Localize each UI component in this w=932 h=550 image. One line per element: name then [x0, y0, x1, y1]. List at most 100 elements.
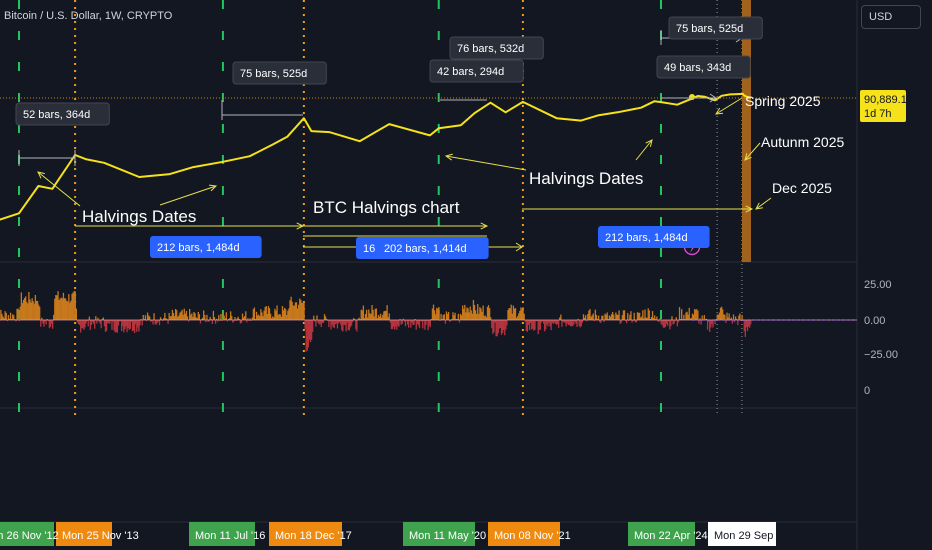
- oscillator-bar: [264, 306, 266, 320]
- oscillator-bar: [368, 309, 370, 320]
- oscillator-bar: [73, 290, 75, 320]
- oscillator-bar: [406, 320, 409, 325]
- oscillator-bar: [533, 320, 535, 331]
- oscillator-bar: [158, 320, 161, 326]
- oscillator-bar: [741, 314, 743, 320]
- oscillator-bar: [296, 308, 299, 320]
- oscillator-bar: [240, 320, 243, 324]
- oscillator-bar: [531, 320, 533, 330]
- time-axis-label-text: Mon 26 Nov '12: [0, 530, 59, 542]
- oscillator-bar: [144, 315, 147, 320]
- oscillator-bar: [48, 320, 51, 329]
- oscillator-bar: [485, 317, 488, 320]
- oscillator-bar: [508, 308, 510, 320]
- oscillator-bar: [3, 318, 5, 320]
- oscillator-bar: [127, 320, 129, 329]
- oscillator-bar: [681, 309, 683, 320]
- annotation-arrowhead: [37, 171, 45, 179]
- oscillator-bar: [601, 315, 603, 320]
- oscillator-bar: [494, 320, 496, 323]
- oscillator-bar: [217, 320, 219, 322]
- oscillator-bar: [472, 300, 475, 320]
- oscillator-tick-label: −25.00: [864, 349, 898, 361]
- time-axis-label: Mon 25 Nov '13: [56, 522, 139, 546]
- annotation-line: [744, 142, 761, 161]
- oscillator-bar: [301, 302, 303, 320]
- oscillator-bar: [12, 314, 14, 320]
- measure-label-text: 76 bars, 532d: [457, 43, 524, 55]
- oscillator-bar: [17, 308, 19, 320]
- oscillator-bar: [223, 315, 225, 320]
- oscillator-bar: [738, 315, 740, 320]
- oscillator-bar: [280, 316, 283, 320]
- time-axis-label-box: [189, 522, 255, 546]
- oscillator-bar: [323, 314, 326, 320]
- oscillator-bar: [474, 310, 477, 320]
- oscillator-bar: [429, 320, 431, 328]
- oscillator-bar: [222, 311, 224, 320]
- annotation-line: [445, 155, 527, 171]
- oscillator-bar: [336, 320, 339, 329]
- oscillator-bar: [532, 320, 534, 329]
- oscillator-bar: [390, 320, 393, 330]
- oscillator-bar: [586, 320, 588, 322]
- oscillator-bar: [329, 320, 331, 322]
- measure-label: 16: [356, 237, 383, 259]
- oscillator-bar: [449, 320, 451, 322]
- measure-label: 202 bars, 1,414d: [377, 237, 489, 259]
- time-axis-label-box: [403, 522, 475, 546]
- oscillator-bar: [564, 320, 566, 324]
- oscillator-bar: [425, 320, 427, 325]
- oscillator-bar: [335, 320, 338, 324]
- oscillator-bar: [333, 320, 335, 329]
- oscillator-bar: [318, 320, 320, 325]
- oscillator-bar: [245, 311, 247, 320]
- oscillator-bar: [108, 320, 110, 324]
- price-badge-value: 90,889.12: [864, 94, 913, 106]
- oscillator-bar: [163, 318, 165, 320]
- oscillator-bar: [717, 314, 720, 320]
- oscillator-bar: [249, 318, 251, 320]
- oscillator-bar: [747, 320, 750, 327]
- oscillator-bar: [122, 320, 124, 327]
- oscillator-bar: [203, 310, 205, 320]
- oscillator-bar: [575, 320, 577, 324]
- oscillator-bar: [353, 318, 355, 320]
- oscillator-bar: [224, 318, 226, 320]
- oscillator-bar: [174, 308, 177, 320]
- oscillator-bar: [157, 320, 160, 322]
- oscillator-bar: [82, 320, 84, 328]
- oscillator-bar: [288, 308, 290, 320]
- oscillator-bar: [25, 296, 27, 320]
- oscillator-bar: [261, 312, 263, 320]
- oscillator-bar: [440, 313, 442, 320]
- oscillator-bar: [549, 320, 551, 327]
- oscillator-bar: [209, 316, 211, 320]
- oscillator-bar: [179, 312, 181, 320]
- oscillator-bar: [100, 320, 102, 329]
- oscillator-bar: [96, 320, 98, 324]
- oscillator-bar: [189, 308, 191, 320]
- oscillator-bar: [749, 320, 751, 328]
- oscillator-bar: [149, 316, 151, 320]
- oscillator-bar: [111, 320, 113, 330]
- oscillator-bar: [588, 310, 590, 320]
- oscillator-bar: [99, 320, 101, 324]
- oscillator-bar: [626, 320, 628, 324]
- oscillator-bar: [72, 292, 74, 320]
- oscillator-bar: [62, 292, 65, 320]
- oscillator-bar: [364, 313, 367, 320]
- oscillator-bar: [726, 312, 728, 320]
- oscillator-bar: [732, 314, 735, 320]
- currency-button[interactable]: USD: [861, 5, 921, 29]
- oscillator-bar: [591, 315, 593, 320]
- oscillator-bar: [190, 314, 192, 320]
- oscillator-bar: [403, 320, 406, 322]
- oscillator-bar: [214, 320, 217, 324]
- time-axis-label: Mon 11 Jul '16: [189, 522, 265, 546]
- oscillator-bar: [433, 310, 436, 320]
- oscillator-bar: [596, 318, 599, 320]
- oscillator-bar: [650, 316, 653, 320]
- oscillator-bar: [618, 310, 620, 320]
